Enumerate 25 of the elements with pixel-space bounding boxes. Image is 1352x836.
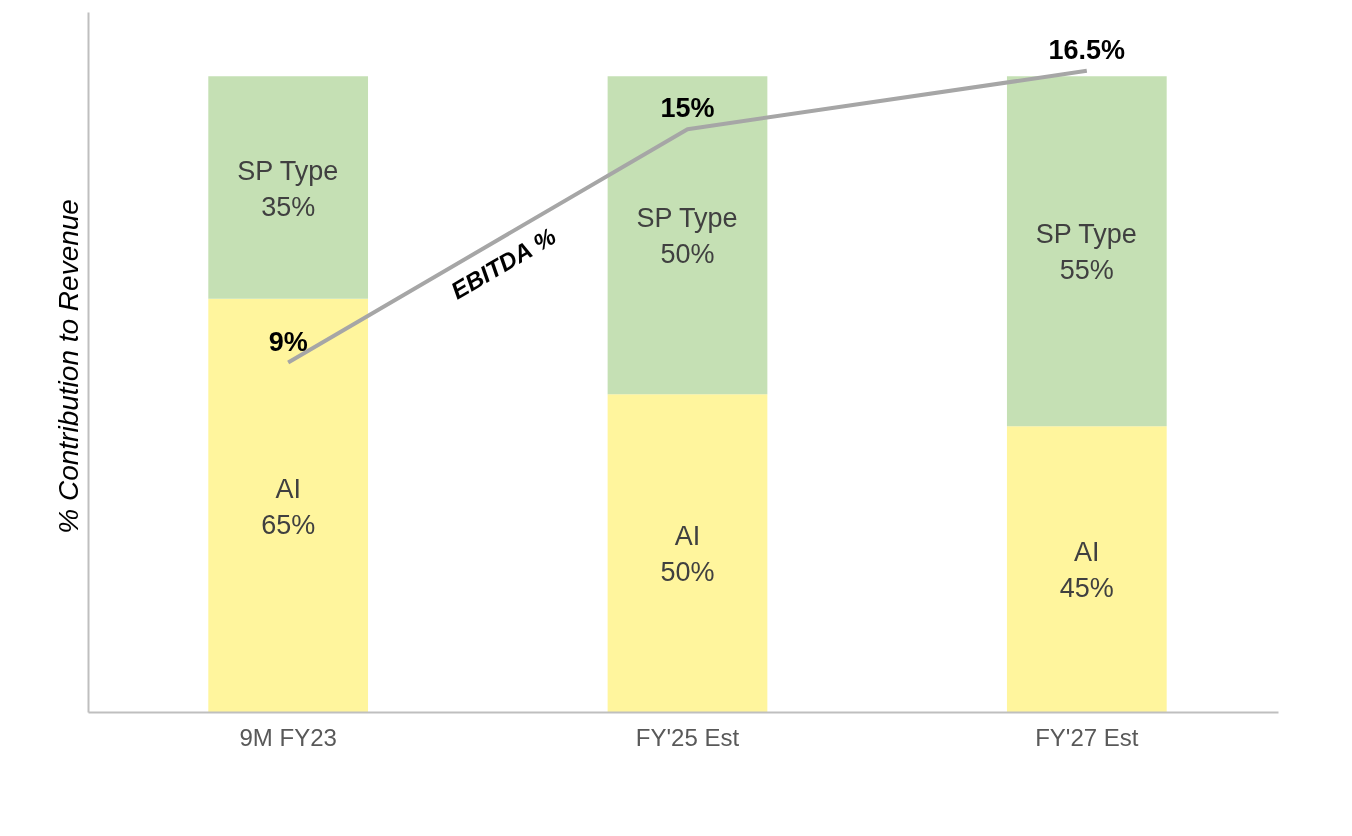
data-label: 15% xyxy=(660,93,715,124)
series-label: SP Type xyxy=(1035,219,1137,250)
text: SP Type xyxy=(237,155,339,186)
text: AI xyxy=(674,521,701,552)
data-label: 35% xyxy=(261,191,316,222)
data-label: 55% xyxy=(1059,255,1114,286)
series-label: AI xyxy=(1074,537,1100,568)
bar xyxy=(208,298,369,713)
text: SP Type xyxy=(636,203,738,234)
bar xyxy=(1006,426,1167,713)
x-tick-label: 9M FY23 xyxy=(239,723,337,751)
bar xyxy=(607,76,768,395)
bar xyxy=(208,76,369,299)
bar xyxy=(607,394,768,713)
data-label: 65% xyxy=(261,509,316,540)
data-label: 16.5% xyxy=(1048,34,1126,65)
data-label: 50% xyxy=(660,557,715,588)
data-label: 45% xyxy=(1059,573,1114,604)
data-label: 9% xyxy=(268,326,308,357)
data-label: 50% xyxy=(660,239,715,270)
y-axis-title: % Contribution to Revenue xyxy=(52,199,84,534)
x-tick-label: FY'25 Est xyxy=(635,723,740,751)
bar xyxy=(1006,76,1167,427)
x-tick-label: FY'27 Est xyxy=(1035,723,1139,751)
text: AI xyxy=(275,473,301,504)
